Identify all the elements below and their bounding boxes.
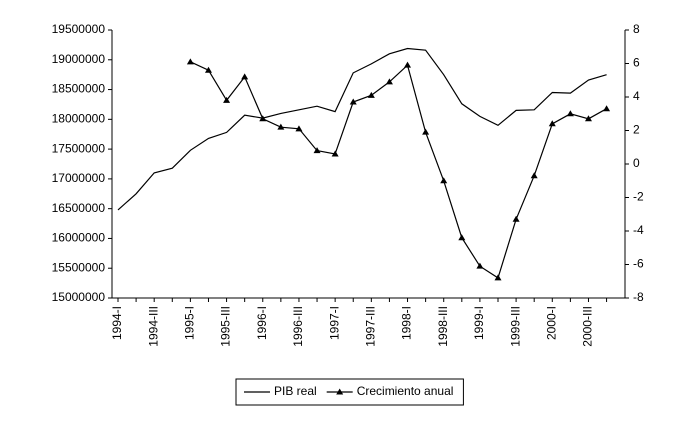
y-tick-label: 18500000	[52, 82, 106, 96]
x-tick-label: 1998-I	[400, 306, 414, 340]
series-marker	[295, 125, 303, 132]
x-tick-label: 2000-I	[544, 306, 558, 340]
y2-tick-label: -2	[633, 190, 644, 204]
series-marker	[566, 110, 574, 117]
y2-tick-label: 4	[633, 89, 640, 103]
series-marker	[530, 172, 538, 179]
series-marker	[331, 150, 339, 157]
series-marker	[277, 123, 285, 130]
x-tick-label: 1998-III	[436, 306, 450, 347]
series-marker	[512, 215, 520, 222]
series-marker	[476, 262, 484, 269]
x-tick-label: 1997-I	[327, 306, 341, 340]
series-marker	[584, 115, 592, 122]
x-tick-label: 1996-III	[291, 306, 305, 347]
x-tick-label: 2000-III	[581, 306, 595, 347]
y2-tick-label: -6	[633, 257, 644, 271]
x-tick-label: 1999-I	[472, 306, 486, 340]
y-tick-label: 17000000	[52, 171, 106, 185]
y-tick-label: 16000000	[52, 231, 106, 245]
legend-label: PIB real	[274, 384, 317, 398]
series-marker	[186, 58, 194, 65]
x-tick-label: 1999-III	[508, 306, 522, 347]
y2-tick-label: -4	[633, 223, 644, 237]
legend-box	[235, 378, 464, 406]
x-tick-label: 1995-I	[183, 306, 197, 340]
series-marker	[548, 120, 556, 127]
series-marker	[367, 91, 375, 98]
y-tick-label: 17500000	[52, 141, 106, 155]
y-tick-label: 16500000	[52, 201, 106, 215]
x-tick-label: 1994-III	[146, 306, 160, 347]
y2-tick-label: 0	[633, 156, 640, 170]
series-marker	[313, 147, 321, 154]
x-tick-label: 1997-III	[364, 306, 378, 347]
series-marker	[494, 274, 502, 281]
series-line	[117, 47, 607, 211]
y-tick-label: 18000000	[52, 112, 106, 126]
y2-tick-label: -8	[633, 290, 644, 304]
legend-marker	[336, 388, 344, 395]
y-tick-label: 19000000	[52, 52, 106, 66]
series-marker	[458, 234, 466, 241]
series-marker	[422, 128, 430, 135]
series-marker	[241, 73, 249, 80]
y-tick-label: 15500000	[52, 260, 106, 274]
y2-tick-label: 6	[633, 56, 640, 70]
series-marker	[349, 98, 357, 105]
x-tick-label: 1996-I	[255, 306, 269, 340]
legend: PIB real Crecimiento anual	[235, 378, 464, 406]
series-marker	[440, 177, 448, 184]
series-line	[190, 61, 607, 279]
series-marker	[603, 105, 611, 112]
y2-tick-label: 2	[633, 123, 640, 137]
y2-tick-label: 8	[633, 22, 640, 36]
x-tick-label: 1994-I	[110, 306, 124, 340]
series-marker	[204, 66, 212, 73]
series-marker	[404, 61, 412, 68]
y-tick-label: 19500000	[52, 22, 106, 36]
x-tick-label: 1995-III	[219, 306, 233, 347]
series-marker	[259, 115, 267, 122]
y-tick-label: 15000000	[52, 290, 106, 304]
series-marker	[223, 96, 231, 103]
legend-label: Crecimiento anual	[357, 384, 454, 398]
series-marker	[385, 78, 393, 85]
